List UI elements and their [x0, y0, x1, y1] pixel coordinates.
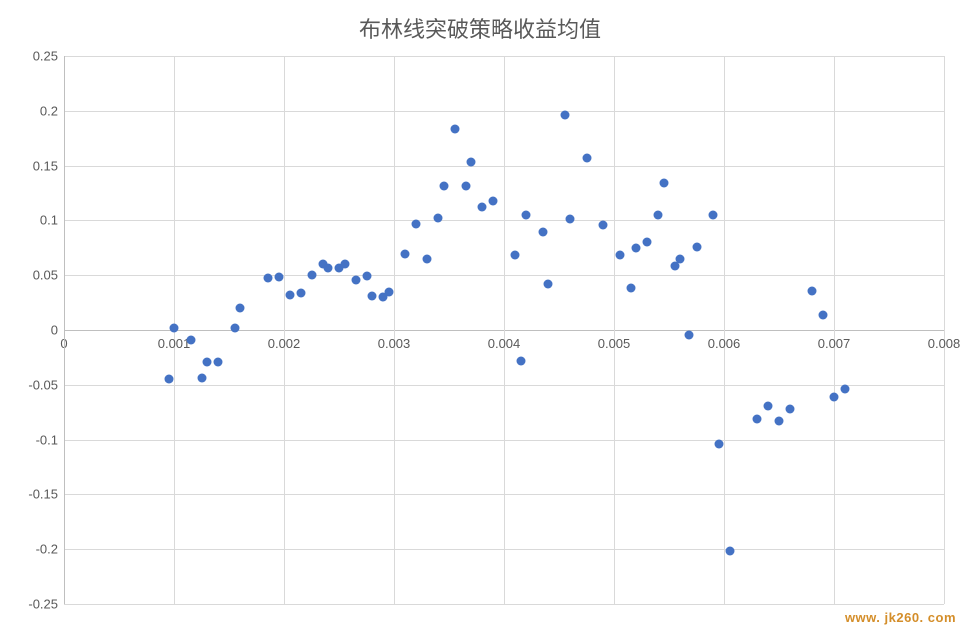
grid-line-vertical: [724, 56, 725, 604]
data-point: [764, 401, 773, 410]
data-point: [324, 263, 333, 272]
x-axis-tick-label: 0.006: [708, 336, 741, 351]
x-axis-tick-label: 0.008: [928, 336, 960, 351]
x-axis-tick-label: 0.002: [268, 336, 301, 351]
data-point: [654, 210, 663, 219]
x-axis-tick-label: 0.005: [598, 336, 631, 351]
data-point: [684, 331, 693, 340]
data-point: [544, 279, 553, 288]
data-point: [384, 287, 393, 296]
data-point: [164, 375, 173, 384]
data-point: [340, 260, 349, 269]
x-axis-tick-label: 0.003: [378, 336, 411, 351]
data-point: [676, 254, 685, 263]
watermark: www. jk260. com: [845, 610, 956, 625]
data-point: [659, 179, 668, 188]
y-axis-tick-label: -0.25: [28, 597, 64, 612]
data-point: [186, 335, 195, 344]
data-point: [566, 215, 575, 224]
chart-title: 布林线突破策略收益均值: [0, 12, 960, 44]
data-point: [582, 153, 591, 162]
data-point: [830, 392, 839, 401]
data-point: [714, 439, 723, 448]
data-point: [511, 251, 520, 260]
y-axis-tick-label: 0.05: [33, 268, 64, 283]
data-point: [351, 275, 360, 284]
data-point: [753, 414, 762, 423]
data-point: [538, 228, 547, 237]
data-point: [467, 158, 476, 167]
y-axis-tick-label: -0.05: [28, 377, 64, 392]
data-point: [489, 196, 498, 205]
plot-area: -0.25-0.2-0.15-0.1-0.0500.050.10.150.20.…: [64, 56, 944, 604]
data-point: [522, 210, 531, 219]
y-axis-tick-label: 0.1: [40, 213, 64, 228]
grid-line-vertical: [504, 56, 505, 604]
data-point: [709, 210, 718, 219]
data-point: [230, 323, 239, 332]
data-point: [263, 274, 272, 283]
data-point: [203, 357, 212, 366]
data-point: [725, 547, 734, 556]
data-point: [692, 242, 701, 251]
y-axis-tick-label: -0.15: [28, 487, 64, 502]
data-point: [670, 262, 679, 271]
y-axis-tick-label: 0.2: [40, 103, 64, 118]
data-point: [516, 356, 525, 365]
y-axis-tick-label: 0.15: [33, 158, 64, 173]
grid-line-horizontal: [64, 604, 944, 605]
data-point: [285, 290, 294, 299]
data-point: [423, 254, 432, 263]
data-point: [450, 125, 459, 134]
data-point: [296, 288, 305, 297]
data-point: [236, 304, 245, 313]
x-axis-tick-label: 0.007: [818, 336, 851, 351]
y-axis-line: [64, 56, 65, 604]
y-axis-tick-label: -0.1: [36, 432, 64, 447]
y-axis-tick-label: -0.2: [36, 542, 64, 557]
data-point: [841, 385, 850, 394]
grid-line-vertical: [834, 56, 835, 604]
x-axis-tick-label: 0.004: [488, 336, 521, 351]
data-point: [170, 323, 179, 332]
data-point: [274, 273, 283, 282]
grid-line-vertical: [284, 56, 285, 604]
data-point: [643, 238, 652, 247]
data-point: [632, 243, 641, 252]
y-axis-tick-label: 0.25: [33, 49, 64, 64]
data-point: [307, 271, 316, 280]
data-point: [197, 374, 206, 383]
data-point: [478, 203, 487, 212]
data-point: [599, 220, 608, 229]
data-point: [461, 182, 470, 191]
data-point: [626, 284, 635, 293]
grid-line-vertical: [394, 56, 395, 604]
data-point: [214, 357, 223, 366]
data-point: [362, 272, 371, 281]
data-point: [775, 416, 784, 425]
data-point: [786, 404, 795, 413]
data-point: [368, 292, 377, 301]
data-point: [615, 251, 624, 260]
data-point: [412, 219, 421, 228]
data-point: [401, 250, 410, 259]
data-point: [560, 111, 569, 120]
grid-line-vertical: [944, 56, 945, 604]
data-point: [439, 182, 448, 191]
data-point: [808, 286, 817, 295]
data-point: [434, 214, 443, 223]
grid-line-vertical: [614, 56, 615, 604]
data-point: [819, 310, 828, 319]
